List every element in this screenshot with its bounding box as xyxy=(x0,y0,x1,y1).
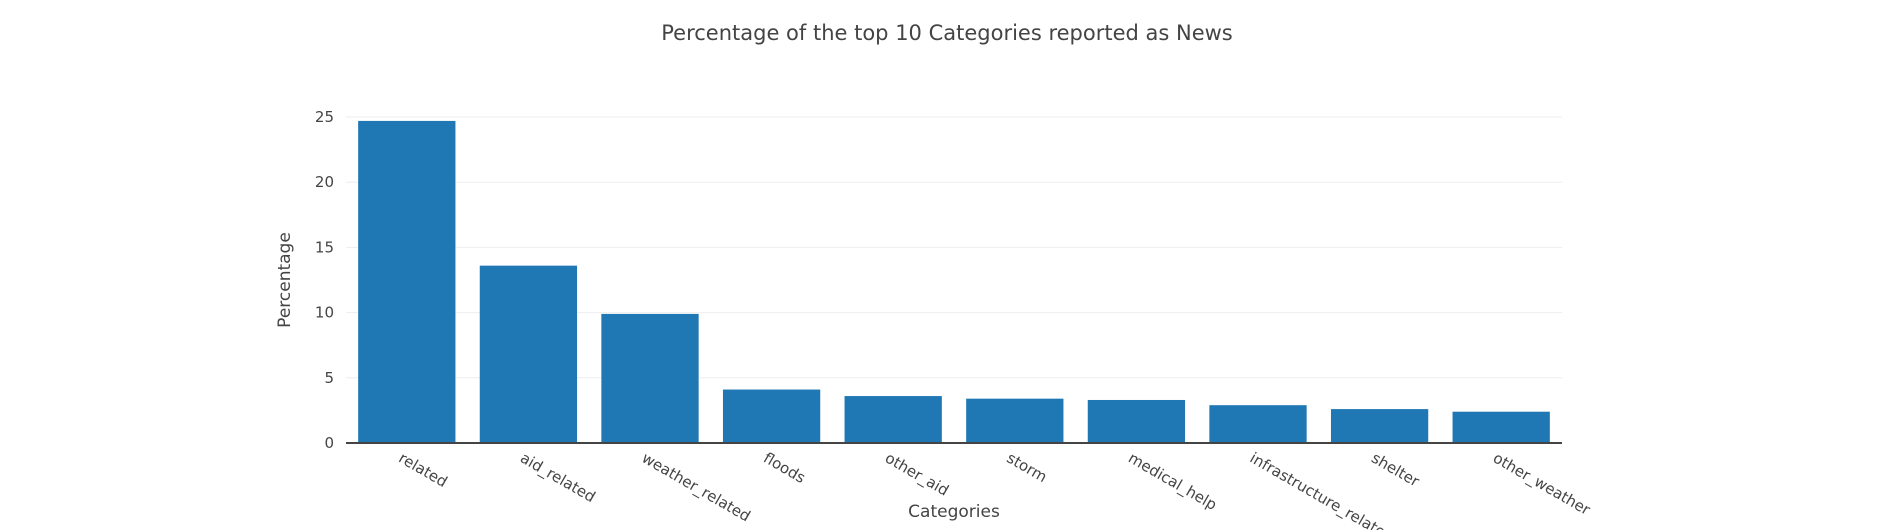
x-tick-label: shelter xyxy=(1368,449,1423,491)
y-tick-labels: 0 5 10 15 20 25 xyxy=(315,108,334,452)
x-tick-label: medical_help xyxy=(1125,449,1220,515)
bar-aid_related[interactable] xyxy=(479,265,578,443)
y-tick-label: 15 xyxy=(315,238,334,256)
bar-other_weather[interactable] xyxy=(1452,411,1550,443)
bar-floods[interactable] xyxy=(722,389,821,443)
bar-shelter[interactable] xyxy=(1330,409,1429,443)
bar-related[interactable] xyxy=(358,120,456,444)
x-tick-label: related xyxy=(396,449,451,491)
y-tick-label: 25 xyxy=(315,108,334,126)
y-axis-title: Percentage xyxy=(275,232,295,328)
x-tick-label: weather_related xyxy=(638,449,753,526)
bars xyxy=(358,120,1550,444)
x-tick-label: other_weather xyxy=(1490,449,1595,520)
bar-infrastructure_related[interactable] xyxy=(1209,405,1307,443)
x-tick-label: storm xyxy=(1004,449,1051,486)
y-tick-label: 20 xyxy=(315,173,334,191)
chart-title: Percentage of the top 10 Categories repo… xyxy=(661,21,1233,45)
x-tick-label: floods xyxy=(760,449,808,487)
bar-weather_related[interactable] xyxy=(601,313,699,443)
bar-storm[interactable] xyxy=(966,398,1064,443)
bar-other_aid[interactable] xyxy=(844,396,942,443)
x-axis-title: Categories xyxy=(908,502,1000,522)
bar-medical_help[interactable] xyxy=(1087,399,1186,443)
x-tick-label: aid_related xyxy=(517,449,599,507)
y-tick-label: 0 xyxy=(324,434,334,452)
y-tick-label: 10 xyxy=(315,304,334,322)
y-tick-label: 5 xyxy=(324,369,334,387)
x-tick-label: other_aid xyxy=(882,449,952,501)
